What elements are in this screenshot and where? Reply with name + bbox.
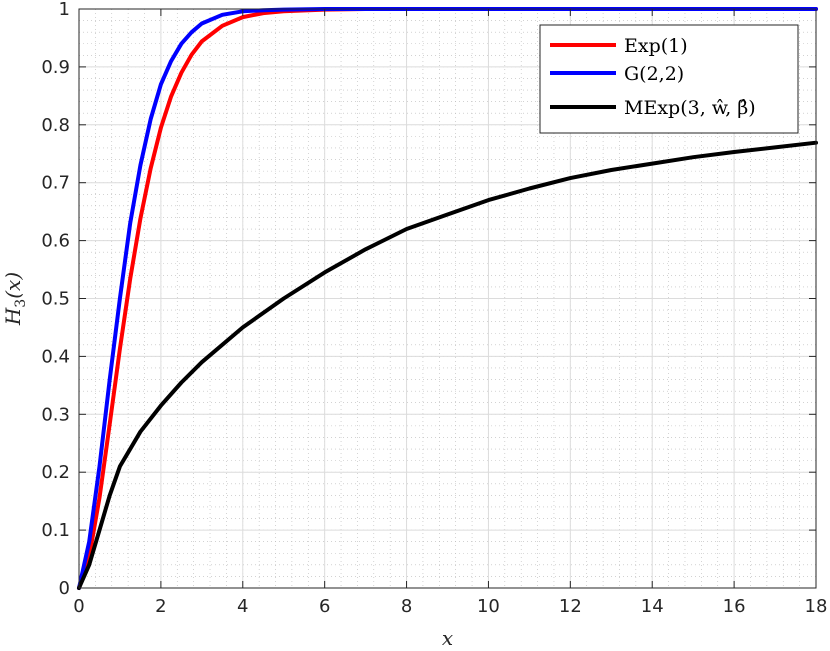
y-axis-label: H3(x) [1,272,29,326]
ticks [78,8,817,589]
legend: Exp(1) G(2,2) MExp(3, ŵ, β̂) [539,24,799,134]
y-axis-label-sub: 3 [13,299,29,308]
y-tick-label: 0.1 [41,520,70,541]
tick-labels: 0 2 4 6 8 10 12 14 16 18 0 0.1 0.2 0.3 0.4 0.5 0.6 0.7 0.8… [41,0,827,617]
x-tick-label: 12 [559,596,582,617]
y-tick-label: 0.3 [41,404,70,425]
y-tick-label: 0 [59,578,70,599]
y-axis-label-arg: (x) [1,272,25,299]
y-tick-label: 0.5 [41,289,70,310]
y-tick-label: 0.9 [41,57,70,78]
x-tick-label: 4 [237,596,248,617]
y-tick-label: 0.6 [41,231,70,252]
y-tick-label: 0.2 [41,462,70,483]
y-tick-label: 0.7 [41,173,70,194]
y-tick-label: 0.4 [41,346,70,367]
x-tick-label: 0 [73,596,84,617]
y-tick-label: 1 [59,0,70,20]
x-tick-label: 2 [155,596,166,617]
x-tick-label: 8 [401,596,412,617]
x-tick-label: 14 [641,596,664,617]
x-tick-label: 18 [805,596,828,617]
legend-label-2: G(2,2) [624,63,684,85]
y-axis-label-main: H [1,307,25,326]
x-tick-label: 16 [723,596,746,617]
y-tick-label: 0.8 [41,115,70,136]
x-tick-label: 6 [319,596,330,617]
x-axis-label: x [442,626,453,650]
x-tick-label: 10 [477,596,500,617]
legend-label-1: Exp(1) [624,35,688,57]
series-line-3 [77,140,818,590]
legend-label-3: MExp(3, ŵ, β̂) [624,97,756,119]
